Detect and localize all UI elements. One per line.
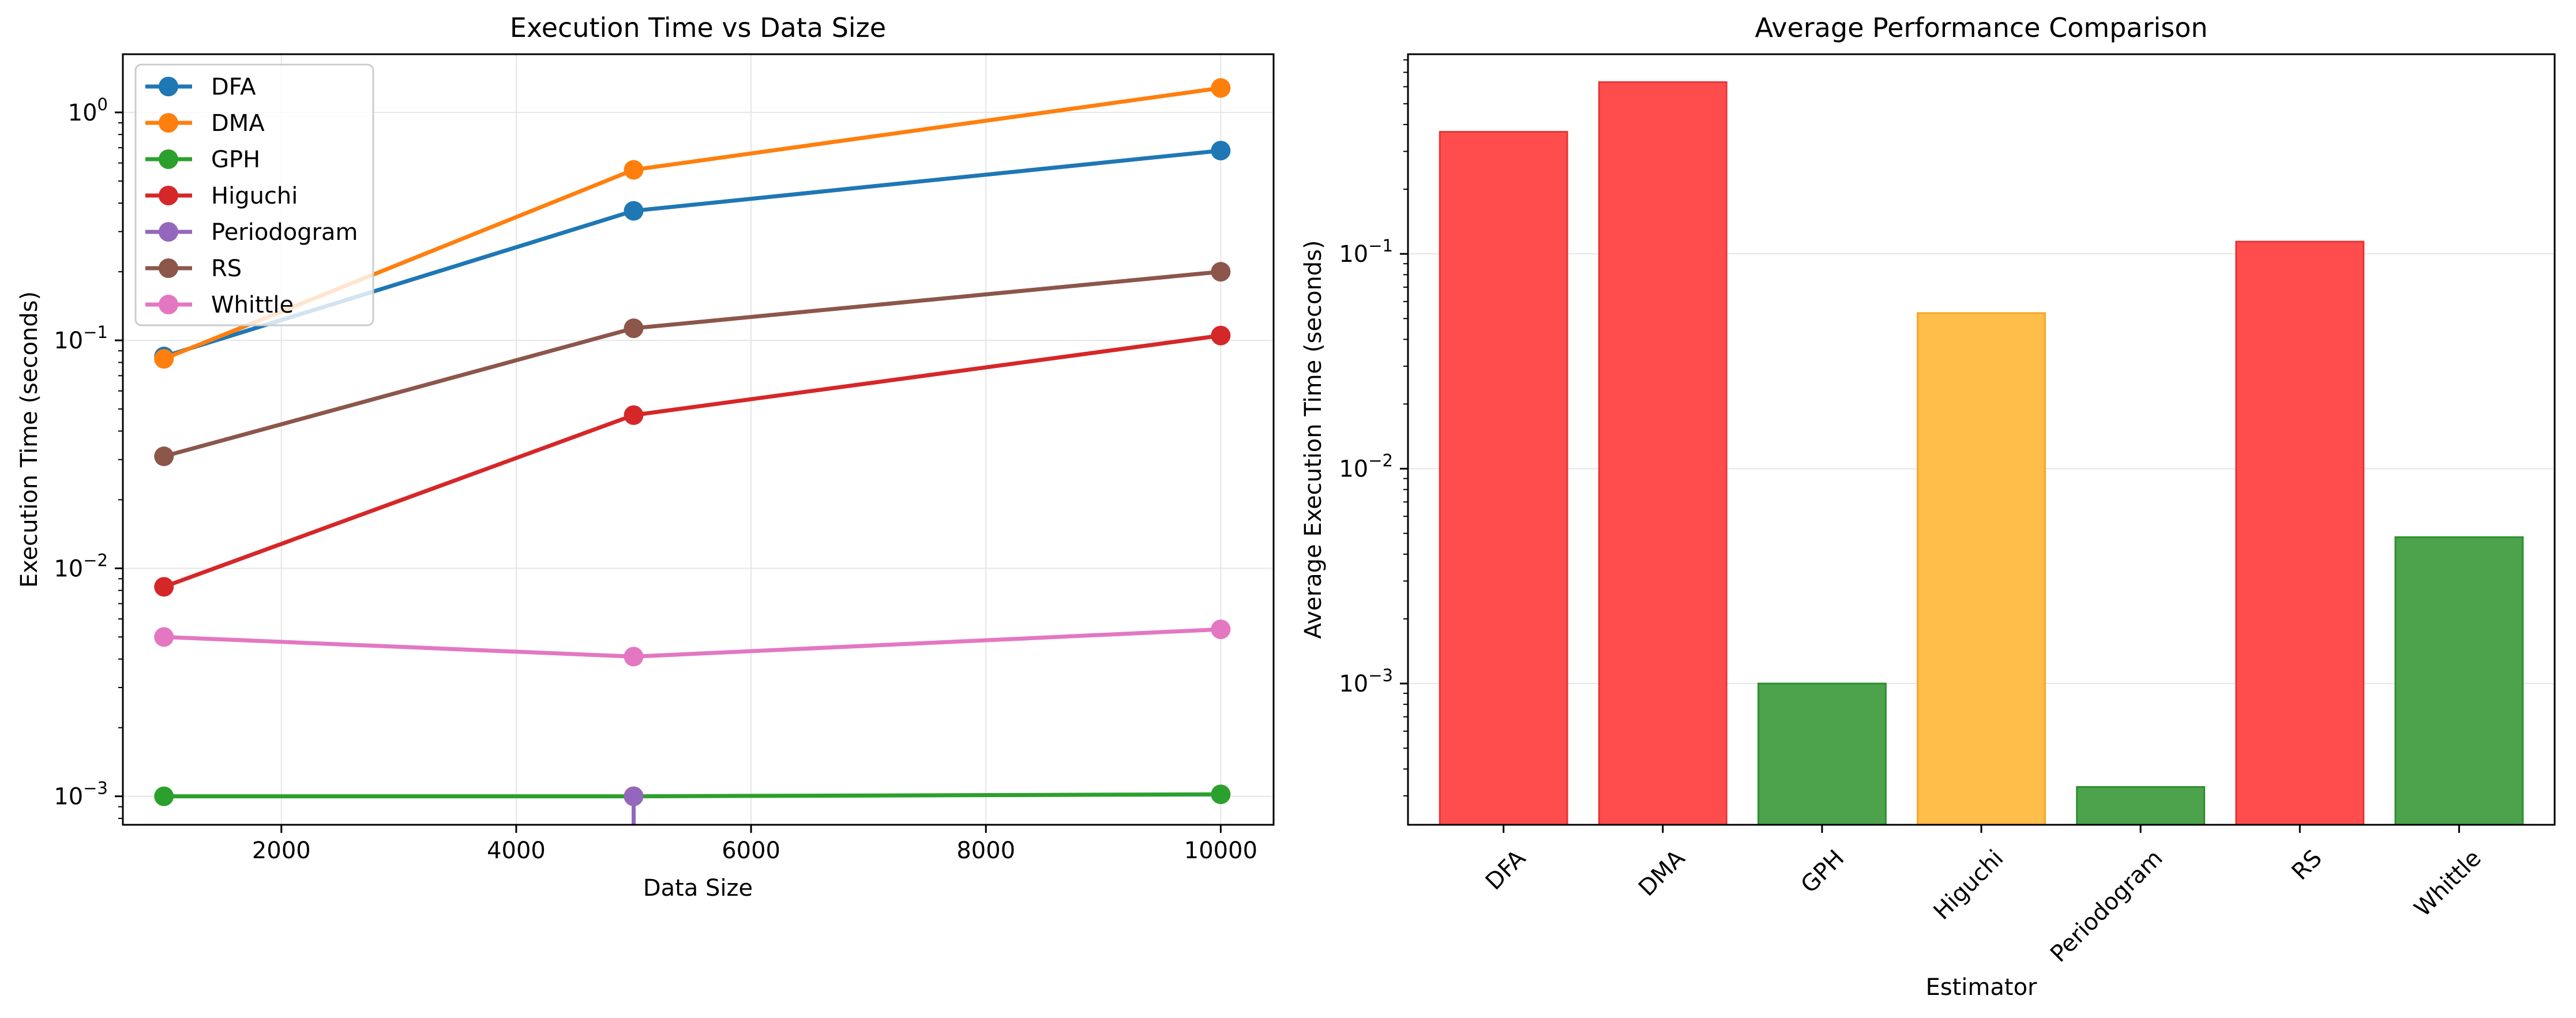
legend-label-higuchi: Higuchi [211,183,298,209]
data-point-gph [1211,784,1231,805]
data-point-gph [154,786,174,806]
line-chart-y-axis-label: Execution Time (seconds) [16,291,43,588]
legend-marker-dfa [159,77,178,96]
y-tick-label-exponent: −3 [83,779,108,798]
data-point-higuchi [624,405,644,425]
line-chart-legend: DFA DMA GPH Higuchi Periodogram RS Whittle [134,63,374,326]
y-tick-label: 10−1 [54,322,108,354]
y-tick-label-base: 10 [54,555,83,582]
bar-gph [1757,682,1887,826]
x-tick-label: 6000 [722,837,780,864]
y-tick-label-exponent: −1 [83,322,108,342]
bar-chart-panel: DFA DMA GPH Higuchi Periodogram RS Whittle 10−… [1300,12,2556,1001]
bar-dma [1598,81,1728,826]
y-tick-label-exponent: −2 [83,550,108,570]
y-tick-label: 10−3 [54,779,108,810]
bar-dfa [1439,131,1568,826]
legend-marker-periodogram [159,222,178,242]
y-tick-label: 10−1 [1339,236,1393,268]
legend-marker-rs [159,258,178,278]
data-point-dma [624,160,644,180]
y-tick-label-exponent: −1 [1368,236,1393,256]
x-tick-label: 8000 [956,837,1015,864]
line-chart-x-ticks: 2000 4000 6000 8000 10000 [252,825,1257,864]
bar-chart-x-axis-label: Estimator [1926,974,2038,1001]
y-tick-label: 10−2 [54,550,108,582]
data-point-rs [154,446,174,467]
line-chart-title: Execution Time vs Data Size [510,12,886,43]
y-tick-label: 10−3 [1339,666,1393,697]
bar-whittle [2394,536,2524,826]
y-tick-label-base: 10 [54,328,83,354]
bar-periodogram [2076,786,2206,826]
legend-marker-gph [159,149,178,169]
bar-chart-title: Average Performance Comparison [1755,12,2207,43]
legend-marker-higuchi [159,186,178,205]
x-tick-label: 4000 [487,837,546,864]
data-point-dfa [624,201,644,221]
bar-chart-y-ticks: 10−310−210−1 [1339,59,1408,797]
legend-marker-whittle [159,295,178,314]
legend-label-whittle: Whittle [211,292,294,318]
y-tick-label-base: 10 [1339,456,1368,483]
legend-box [134,63,374,326]
bar-chart-y-axis-label: Average Execution Time (seconds) [1300,240,1327,638]
data-point-rs [624,318,644,339]
bar-rs [2235,241,2365,826]
data-point-dma [154,349,174,369]
data-point-whittle [624,647,644,667]
line-chart-series [154,78,1231,825]
legend-label-periodogram: Periodogram [211,219,358,246]
data-point-dfa [1211,141,1231,161]
bar-higuchi [1917,312,2046,826]
bar-chart-bars [1439,81,2524,826]
data-point-higuchi [154,577,174,597]
data-point-whittle [1211,619,1231,640]
legend-marker-dma [159,113,178,133]
y-tick-label-base: 10 [1339,671,1368,697]
y-tick-label: 100 [68,95,108,126]
data-point-dma [1211,78,1231,98]
legend-label-rs: RS [211,256,242,282]
legend-label-gph: GPH [211,146,260,173]
x-tick-label: 2000 [252,837,311,864]
legend-label-dma: DMA [211,110,265,137]
y-tick-label-base: 10 [68,100,97,126]
y-tick-label-base: 10 [1339,241,1368,268]
y-tick-label: 10−2 [1339,451,1393,483]
y-tick-label-exponent: −2 [1368,451,1393,471]
y-tick-label-exponent: 0 [97,95,108,114]
line-chart-axes-frame [122,53,1275,826]
data-point-periodogram [624,786,644,806]
x-tick-label: 10000 [1184,837,1257,864]
data-point-whittle [154,627,174,647]
y-tick-label-base: 10 [54,784,83,810]
y-tick-label-exponent: −3 [1368,666,1393,685]
series-line-gph [164,792,1221,799]
line-chart-x-axis-label: Data Size [643,875,753,901]
series-group [154,78,1231,825]
data-point-rs [1211,262,1231,282]
legend-label-dfa: DFA [211,74,256,100]
data-point-higuchi [1211,325,1231,345]
